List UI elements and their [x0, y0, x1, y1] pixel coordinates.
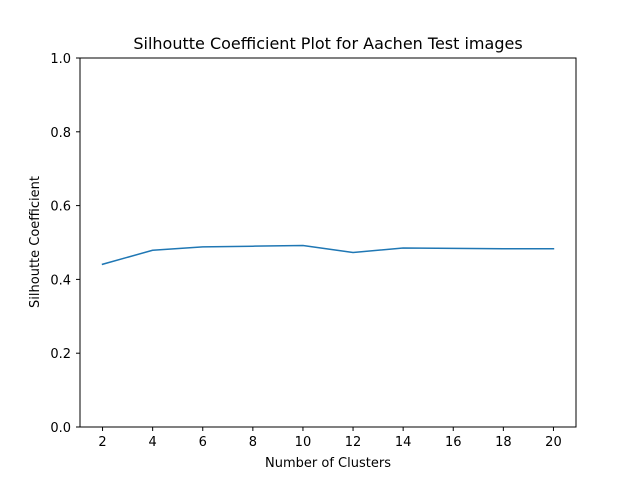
x-tick-label: 20 [545, 435, 562, 450]
x-axis: 2 4 6 8 10 12 14 16 18 20 [98, 427, 562, 450]
x-tick-label: 10 [295, 435, 312, 450]
x-tick-label: 8 [249, 435, 257, 450]
y-tick-label: 0.0 [50, 421, 71, 436]
axes-frame [79, 57, 577, 428]
series-line-0 [101, 244, 555, 266]
x-tick-label: 12 [345, 435, 362, 450]
y-tick-label: 0.8 [50, 126, 71, 141]
y-tick-label: 0.2 [50, 347, 71, 362]
x-axis-label: Number of Clusters [265, 456, 391, 471]
y-tick-label: 0.4 [50, 273, 71, 288]
y-axis-label: Silhoutte Coefficient [28, 176, 43, 308]
x-tick-label: 16 [445, 435, 462, 450]
x-tick-label: 4 [149, 435, 157, 450]
x-tick-label: 6 [199, 435, 207, 450]
chart-title: Silhoutte Coefficient Plot for Aachen Te… [133, 34, 522, 53]
y-axis: 0.0 0.2 0.4 0.6 0.8 1.0 [50, 52, 80, 436]
x-tick-label: 14 [395, 435, 412, 450]
y-tick-label: 0.6 [50, 200, 71, 215]
plot-area [79, 57, 577, 428]
y-tick-label: 1.0 [50, 52, 71, 67]
x-tick-label: 2 [98, 435, 106, 450]
x-tick-label: 18 [495, 435, 512, 450]
